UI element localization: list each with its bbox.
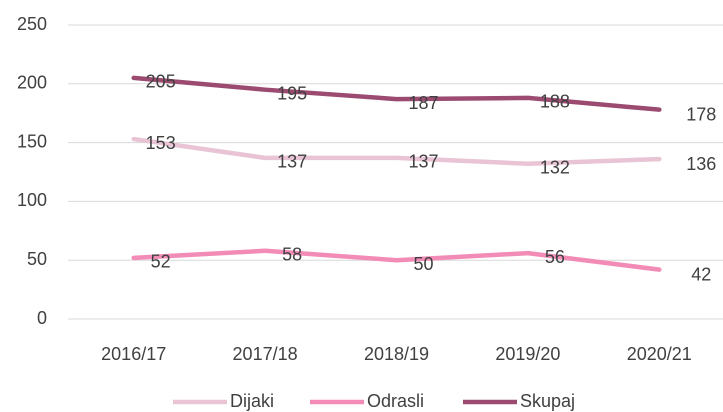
data-label: 56 <box>545 247 565 267</box>
data-label: 205 <box>146 72 176 92</box>
y-tick-label: 150 <box>17 131 47 151</box>
data-label: 195 <box>277 83 307 103</box>
x-tick-label: 2019/20 <box>495 344 560 364</box>
legend-label: Skupaj <box>520 391 575 411</box>
x-tick-label: 2016/17 <box>101 344 166 364</box>
data-label: 52 <box>151 252 171 272</box>
data-label: 132 <box>540 158 570 178</box>
data-label: 136 <box>686 154 716 174</box>
legend-label: Odrasli <box>367 391 424 411</box>
data-label: 42 <box>691 264 711 284</box>
x-tick-label: 2017/18 <box>233 344 298 364</box>
series-line <box>131 248 662 272</box>
data-label: 137 <box>408 152 438 172</box>
series-line <box>131 136 662 167</box>
y-tick-label: 200 <box>17 73 47 93</box>
y-tick-label: 100 <box>17 190 47 210</box>
data-label: 178 <box>686 104 716 124</box>
data-label: 58 <box>282 245 302 265</box>
legend-label: Dijaki <box>230 391 274 411</box>
data-label: 188 <box>540 92 570 112</box>
data-label: 153 <box>146 133 176 153</box>
data-label: 187 <box>408 93 438 113</box>
x-tick-label: 2018/19 <box>364 344 429 364</box>
y-tick-label: 0 <box>37 308 47 328</box>
y-tick-label: 50 <box>27 249 47 269</box>
series-line <box>131 75 662 112</box>
data-label: 50 <box>413 254 433 274</box>
data-label: 137 <box>277 152 307 172</box>
x-tick-label: 2020/21 <box>627 344 692 364</box>
y-tick-label: 250 <box>17 14 47 34</box>
